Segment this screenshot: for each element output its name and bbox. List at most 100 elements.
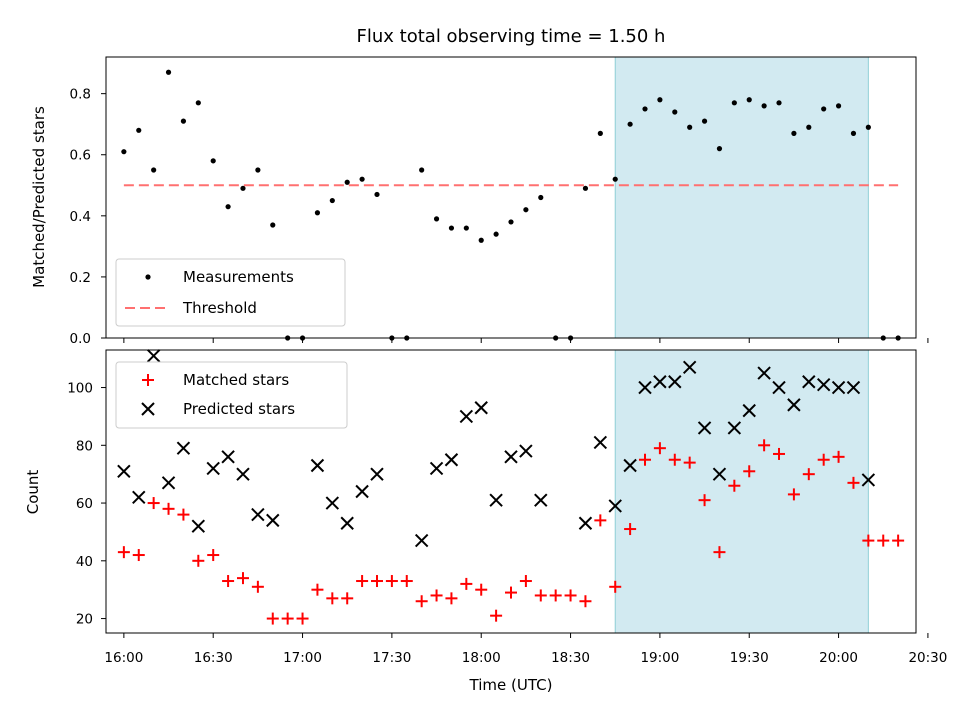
matched-star-point xyxy=(490,609,503,622)
measurement-point xyxy=(433,216,440,222)
bottom-predicted-series xyxy=(117,349,876,548)
measurement-point xyxy=(359,176,365,182)
measurement-point xyxy=(121,149,127,155)
matched-star-point xyxy=(296,612,309,625)
measurement-point xyxy=(374,191,380,198)
bottom-shaded-region xyxy=(614,349,869,634)
measurement-point xyxy=(314,210,321,216)
matched-star-point xyxy=(326,592,339,605)
predicted-star-point xyxy=(236,467,250,481)
y-tick-label: 20 xyxy=(76,612,93,628)
bottom-x-ticks: 16:00 16:30 17:00 17:30 18:00 18:30 19:00 19:30… xyxy=(104,633,947,666)
predicted-star-point xyxy=(757,366,771,380)
matched-star-point xyxy=(147,497,160,510)
legend-predicted-marker xyxy=(141,402,155,416)
measurement-point xyxy=(270,222,276,228)
measurement-point xyxy=(761,103,767,109)
matched-star-point xyxy=(341,592,354,605)
matched-star-point xyxy=(698,494,711,507)
matched-star-point xyxy=(549,589,562,602)
legend-threshold-label: Threshold xyxy=(182,299,257,317)
bottom-axes-frame xyxy=(105,349,917,634)
predicted-star-point xyxy=(132,490,146,504)
legend-measurements-marker xyxy=(145,274,151,280)
predicted-star-point xyxy=(504,450,518,464)
predicted-star-point xyxy=(578,516,593,530)
matched-star-point xyxy=(281,612,294,625)
predicted-star-point xyxy=(191,519,206,533)
matched-star-point xyxy=(505,586,517,599)
measurement-point xyxy=(165,69,172,75)
matched-star-point xyxy=(668,453,681,466)
x-tick-label: 16:00 xyxy=(104,650,143,666)
matched-star-point xyxy=(162,502,175,515)
y-tick-label: 0.4 xyxy=(70,209,91,225)
bottom-legend-box xyxy=(115,361,348,429)
predicted-star-point xyxy=(593,435,608,450)
predicted-star-point xyxy=(846,380,861,395)
measurement-point xyxy=(493,231,499,237)
predicted-star-point xyxy=(519,444,533,458)
y-tick-label: 80 xyxy=(76,438,93,454)
matched-star-point xyxy=(564,589,577,602)
matched-star-point xyxy=(787,488,800,501)
measurement-point xyxy=(255,167,261,173)
matched-star-point xyxy=(624,523,637,536)
predicted-star-point xyxy=(325,496,340,510)
y-tick-label: 40 xyxy=(76,554,93,570)
measurement-point xyxy=(136,127,142,133)
measurement-point xyxy=(195,100,201,106)
chart-title: Flux total observing time = 1.50 h xyxy=(357,26,666,47)
matched-star-point xyxy=(430,589,443,602)
measurement-point xyxy=(776,100,782,106)
predicted-star-point xyxy=(831,380,846,395)
matched-star-point xyxy=(832,450,845,463)
predicted-star-point xyxy=(489,493,503,507)
matched-star-point xyxy=(370,575,383,588)
matched-star-point xyxy=(594,514,607,527)
y-tick-label: 60 xyxy=(76,496,93,512)
measurement-point xyxy=(582,185,589,191)
y-tick-label: 0.0 xyxy=(70,331,91,347)
predicted-star-point xyxy=(682,360,697,375)
matched-star-point xyxy=(400,575,413,588)
predicted-star-point xyxy=(608,499,622,513)
top-x-ticks xyxy=(123,338,929,343)
matched-star-point xyxy=(460,577,473,590)
measurement-point xyxy=(210,158,216,164)
predicted-star-point xyxy=(772,380,786,395)
x-tick-label: 18:30 xyxy=(551,650,590,666)
predicted-star-point xyxy=(861,473,876,487)
matched-star-point xyxy=(251,580,264,593)
bottom-y-axis-label: Count xyxy=(24,470,42,515)
predicted-star-point xyxy=(310,458,325,473)
legend-measurements-label: Measurements xyxy=(183,268,294,286)
predicted-star-point xyxy=(816,377,831,392)
matched-star-point xyxy=(534,589,547,602)
predicted-star-point xyxy=(146,349,161,363)
measurement-point xyxy=(419,167,425,173)
matched-star-point xyxy=(892,534,905,547)
measurement-point xyxy=(657,97,663,103)
predicted-star-point xyxy=(251,507,265,522)
measurement-point xyxy=(523,207,529,213)
matched-star-point xyxy=(877,534,890,547)
y-tick-label: 0.2 xyxy=(70,270,91,286)
matched-star-point xyxy=(862,534,875,547)
measurement-point xyxy=(448,225,455,231)
measurement-point xyxy=(225,204,231,210)
y-tick-label: 100 xyxy=(67,381,93,397)
predicted-star-point xyxy=(370,467,384,481)
top-panel: 0.00.20.40.60.8 Matched/Predicted stars … xyxy=(30,56,929,347)
top-legend-box xyxy=(115,258,346,327)
predicted-star-point xyxy=(429,461,444,476)
predicted-star-point xyxy=(623,458,637,473)
measurement-point xyxy=(642,106,648,112)
bottom-legend: Matched stars Predicted stars xyxy=(115,361,348,429)
matched-star-point xyxy=(207,549,220,562)
predicted-star-point xyxy=(668,375,682,389)
measurement-point xyxy=(463,225,469,231)
predicted-star-point xyxy=(355,484,369,499)
measurement-point xyxy=(821,106,827,112)
